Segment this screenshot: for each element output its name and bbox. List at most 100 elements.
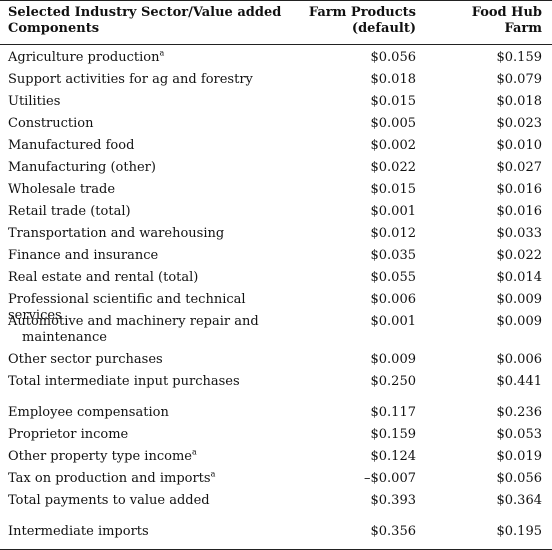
top-rule: [0, 0, 552, 1]
food-hub-farm-value: $0.053: [496, 427, 543, 442]
footnote-marker: a: [159, 48, 165, 58]
row-label-text: Intermediate imports: [8, 524, 149, 539]
row-label: Wholesale trade: [8, 182, 303, 198]
header-hub-line1: Food Hub: [471, 5, 542, 20]
header-sector: Selected Industry Sector/Value added Com…: [8, 5, 308, 37]
row-label: Other property type incomea: [8, 447, 303, 465]
farm-products-value: $0.117: [370, 405, 417, 420]
footnote-marker: a: [210, 469, 216, 479]
row-label: Agriculture productiona: [8, 48, 303, 66]
row-label: Automotive and machinery repair and maint…: [8, 314, 303, 346]
farm-products-value: $0.035: [370, 248, 417, 263]
row-label: Real estate and rental (total): [8, 270, 303, 286]
table-header: Selected Industry Sector/Value added Com…: [0, 5, 552, 43]
table-row: Total payments to value added $0.393 $0.36…: [0, 489, 552, 511]
row-label-text: Utilities: [8, 94, 61, 109]
farm-products-value: $0.022: [370, 160, 417, 175]
food-hub-farm-value: $0.014: [496, 270, 543, 285]
food-hub-farm-value: $0.056: [496, 471, 543, 486]
row-label-text: Retail trade (total): [8, 204, 131, 219]
row-label: Professional scientific and technical se…: [8, 292, 303, 324]
table-row: Construction $0.005 $0.023: [0, 112, 552, 134]
table-row: Manufacturing (other) $0.022 $0.027: [0, 156, 552, 178]
header-farm-products: Farm Products (default): [300, 5, 416, 37]
header-rule: [0, 44, 552, 45]
food-hub-farm-value: $0.009: [496, 292, 543, 307]
farm-products-value: $0.002: [370, 138, 417, 153]
header-sector-line2: Components: [8, 21, 100, 36]
row-label-text: Automotive and machinery repair and: [8, 314, 259, 329]
farm-products-value: $0.250: [370, 374, 417, 389]
row-label: Construction: [8, 116, 303, 132]
food-hub-farm-value: $0.033: [496, 226, 543, 241]
row-label: Manufactured food: [8, 138, 303, 154]
farm-products-value: $0.001: [370, 204, 417, 219]
farm-products-value: $0.056: [370, 50, 417, 65]
food-hub-farm-value: $0.006: [496, 352, 543, 367]
farm-products-value: $0.015: [370, 182, 417, 197]
row-label-text: Other sector purchases: [8, 352, 163, 367]
table-row: Other sector purchases $0.009 $0.006: [0, 348, 552, 370]
food-hub-farm-value: $0.009: [496, 314, 543, 329]
food-hub-farm-value: $0.018: [496, 94, 543, 109]
row-label-text: Proprietor income: [8, 427, 129, 442]
header-farm-line2: (default): [351, 21, 416, 36]
table-row: Automotive and machinery repair and maint…: [0, 310, 552, 348]
farm-products-value: $0.015: [370, 94, 417, 109]
row-label-text: Employee compensation: [8, 405, 169, 420]
farm-products-value: $0.018: [370, 72, 417, 87]
row-label: Finance and insurance: [8, 248, 303, 264]
table-row: Transportation and warehousing $0.012 $0.0…: [0, 222, 552, 244]
table-row: Intermediate imports $0.356 $0.195: [0, 520, 552, 542]
food-hub-farm-value: $0.079: [496, 72, 543, 87]
farm-products-value: $0.005: [370, 116, 417, 131]
farm-products-value: $0.356: [370, 524, 417, 539]
table-row: Real estate and rental (total) $0.055 $0.0…: [0, 266, 552, 288]
row-label: Manufacturing (other): [8, 160, 303, 176]
table-row: Wholesale trade $0.015 $0.016: [0, 178, 552, 200]
table-row: Agriculture productiona $0.056 $0.159: [0, 46, 552, 68]
farm-products-value: $0.393: [370, 493, 417, 508]
food-hub-farm-value: $0.016: [496, 204, 543, 219]
header-hub-line2: Farm: [504, 21, 542, 36]
food-hub-farm-value: $0.023: [496, 116, 543, 131]
header-sector-line1: Selected Industry Sector/Value added: [8, 5, 282, 20]
farm-products-value: $0.055: [370, 270, 417, 285]
footnote-marker: a: [191, 447, 197, 457]
row-label-text: Professional scientific and technical se…: [8, 292, 246, 323]
row-label: Transportation and warehousing: [8, 226, 303, 242]
food-hub-farm-value: $0.010: [496, 138, 543, 153]
row-label: Total payments to value added: [8, 493, 303, 509]
row-label-text: Total intermediate input purchases: [8, 374, 240, 389]
farm-products-value: $0.124: [370, 449, 417, 464]
farm-products-value: $0.006: [370, 292, 417, 307]
row-label-text: Transportation and warehousing: [8, 226, 225, 241]
row-label-text: Real estate and rental (total): [8, 270, 199, 285]
farm-products-value: $0.009: [370, 352, 417, 367]
table-row: Utilities $0.015 $0.018: [0, 90, 552, 112]
food-hub-farm-value: $0.016: [496, 182, 543, 197]
row-label-text: Wholesale trade: [8, 182, 116, 197]
row-label-text: Support activities for ag and forestry: [8, 72, 253, 87]
header-farm-line1: Farm Products: [308, 5, 416, 20]
row-label: Other sector purchases: [8, 352, 303, 368]
row-label-text: Agriculture production: [8, 50, 160, 65]
table-row: Other property type incomea $0.124 $0.019: [0, 445, 552, 467]
row-label: Support activities for ag and forestry: [8, 72, 303, 88]
table-row: Support activities for ag and forestry $0…: [0, 68, 552, 90]
row-label-text: Finance and insurance: [8, 248, 159, 263]
farm-products-value: –$0.007: [364, 471, 416, 486]
row-label-text: Manufacturing (other): [8, 160, 156, 175]
row-label-continuation: maintenance: [22, 330, 107, 345]
food-hub-farm-value: $0.019: [496, 449, 543, 464]
row-label: Intermediate imports: [8, 524, 303, 540]
row-label-text: Other property type income: [8, 449, 192, 464]
table-row: Professional scientific and technical se…: [0, 288, 552, 323]
food-hub-farm-value: $0.364: [496, 493, 543, 508]
table-row: Finance and insurance $0.035 $0.022: [0, 244, 552, 266]
row-label: Proprietor income: [8, 427, 303, 443]
farm-products-value: $0.159: [370, 427, 417, 442]
row-label-text: Total payments to value added: [8, 493, 210, 508]
table-row: Manufactured food $0.002 $0.010: [0, 134, 552, 156]
table-row: Total intermediate input purchases $0.250…: [0, 370, 552, 392]
